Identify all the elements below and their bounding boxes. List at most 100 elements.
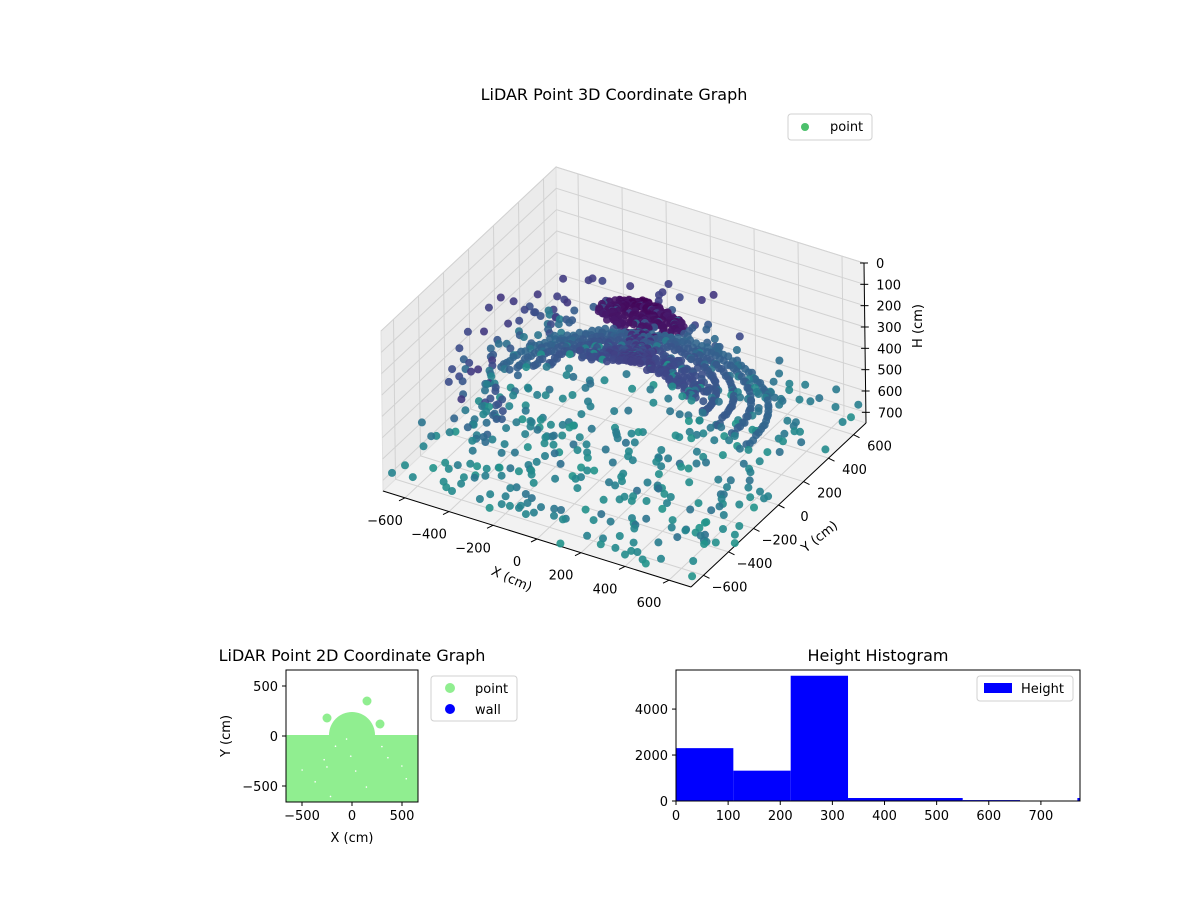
chart-3d-point: [608, 458, 617, 467]
chart-3d-point: [536, 312, 545, 320]
chart-2d-gap: [326, 766, 328, 768]
chart-3d-point: [549, 440, 558, 449]
chart-3d-point: [746, 493, 755, 502]
chart-3d-point: [783, 416, 792, 425]
chart-3d-point: [796, 427, 804, 436]
chart-3d-xlabel: X (cm): [489, 564, 534, 595]
chart-3d-point: [775, 356, 784, 365]
chart-3d-point: [444, 464, 453, 473]
chart-2d-ticks: −500 0 500 500 0 −500: [242, 680, 414, 824]
chart-3d-point: [419, 442, 428, 451]
chart-3d-gridline-z: [381, 273, 866, 439]
chart-2d-gap: [405, 777, 408, 780]
chart-3d-point: [540, 439, 549, 448]
chart-3d-point: [448, 487, 456, 495]
chart-2d-gap: [314, 781, 316, 783]
chart-3d-point: [545, 310, 554, 319]
chart-3d-xtick-label: 0: [513, 555, 521, 570]
chart-3d-point: [520, 305, 529, 314]
chart-2d-gap: [334, 745, 337, 748]
chart-3d-ytick-mark: [828, 457, 835, 462]
chart-3d-point: [600, 376, 609, 385]
chart-3d-xtick-label: 400: [593, 582, 618, 597]
chart-3d-point: [486, 490, 495, 499]
chart-3d-point: [684, 417, 693, 425]
chart-3d-point: [603, 315, 611, 324]
chart-3d-point: [536, 415, 545, 424]
chart-histogram-xtick-label: 700: [1028, 809, 1053, 824]
chart-3d-point: [697, 296, 706, 304]
chart-3d-point: [570, 306, 579, 315]
chart-3d-xtick-mark: [574, 552, 582, 557]
chart-3d-point: [670, 346, 679, 355]
chart-3d-point: [707, 506, 716, 515]
chart-3d-point: [785, 379, 794, 388]
chart-3d-point: [521, 490, 530, 498]
chart-3d-point: [642, 514, 651, 523]
chart-3d-point: [558, 431, 567, 440]
chart-3d-ytick-mark: [778, 504, 785, 509]
chart-3d-point: [554, 320, 563, 329]
chart-3d-point: [622, 370, 631, 379]
chart-3d-point: [658, 504, 667, 513]
chart-3d-point: [717, 423, 726, 432]
chart-3d-point: [709, 290, 718, 299]
chart-3d-gridline-z: [381, 209, 865, 375]
chart-3d-point: [513, 371, 522, 380]
chart-3d-point: [533, 390, 542, 399]
chart-3d-point: [486, 344, 495, 353]
chart-3d-point: [571, 474, 580, 483]
chart-3d-point: [621, 550, 629, 559]
chart-3d-point: [581, 383, 590, 392]
chart-3d-point: [551, 474, 560, 483]
chart-2d-xlabel: X (cm): [331, 831, 374, 846]
chart-2d-legend-wall-marker: [445, 704, 455, 714]
chart-3d-point: [657, 446, 666, 454]
chart-3d-point: [629, 538, 638, 547]
chart-3d-point: [719, 511, 728, 519]
chart-3d-point: [684, 464, 693, 473]
chart-3d-point: [524, 384, 533, 393]
chart-3d-ztick-label: 300: [877, 321, 902, 336]
chart-histogram-title: Height Histogram: [808, 646, 949, 665]
chart-3d-point: [506, 464, 515, 473]
chart-3d-point: [461, 406, 470, 415]
chart-3d-point: [736, 393, 745, 402]
chart-histogram-bar: [676, 748, 734, 801]
chart-histogram-legend-box: [976, 675, 1074, 702]
chart-3d-point: [694, 499, 703, 508]
chart-3d-point: [677, 462, 686, 471]
chart-3d-point: [427, 432, 436, 441]
chart-3d-point: [730, 432, 739, 440]
chart-3d-point: [725, 436, 734, 445]
chart-3d-point: [529, 508, 538, 517]
chart-3d-xtick-label: −600: [367, 514, 403, 529]
chart-3d-point: [666, 407, 675, 416]
chart-3d-point: [533, 425, 542, 434]
chart-3d-ztick-label: 400: [877, 342, 902, 357]
chart-3d-point: [711, 538, 720, 547]
chart-3d-point: [519, 333, 528, 341]
chart-2d-legend-point-marker: [445, 683, 455, 693]
chart-3d-point: [681, 526, 690, 535]
chart-3d-point: [649, 398, 658, 407]
chart-3d-point: [643, 366, 651, 374]
chart-3d-point: [581, 505, 590, 514]
chart-histogram-frame: [675, 669, 1081, 802]
chart-3d-point: [451, 427, 460, 436]
chart-3d-point: [482, 418, 491, 427]
chart-3d-point: [583, 466, 592, 475]
chart-3d-point: [664, 394, 673, 403]
chart-3d-point: [514, 467, 523, 476]
chart-2d-gap: [301, 769, 303, 771]
chart-3d-xtick-mark: [486, 524, 494, 529]
chart-3d-point: [497, 500, 506, 509]
chart-3d-point: [512, 483, 521, 492]
chart-3d-point: [692, 459, 701, 468]
chart-2d-gap: [401, 765, 403, 767]
chart-2d-legend: point wall: [430, 675, 518, 722]
chart-3d-point: [485, 503, 494, 512]
chart-3d-point: [545, 385, 554, 394]
chart-3d-point: [780, 429, 789, 438]
chart-3d-point: [481, 438, 490, 446]
